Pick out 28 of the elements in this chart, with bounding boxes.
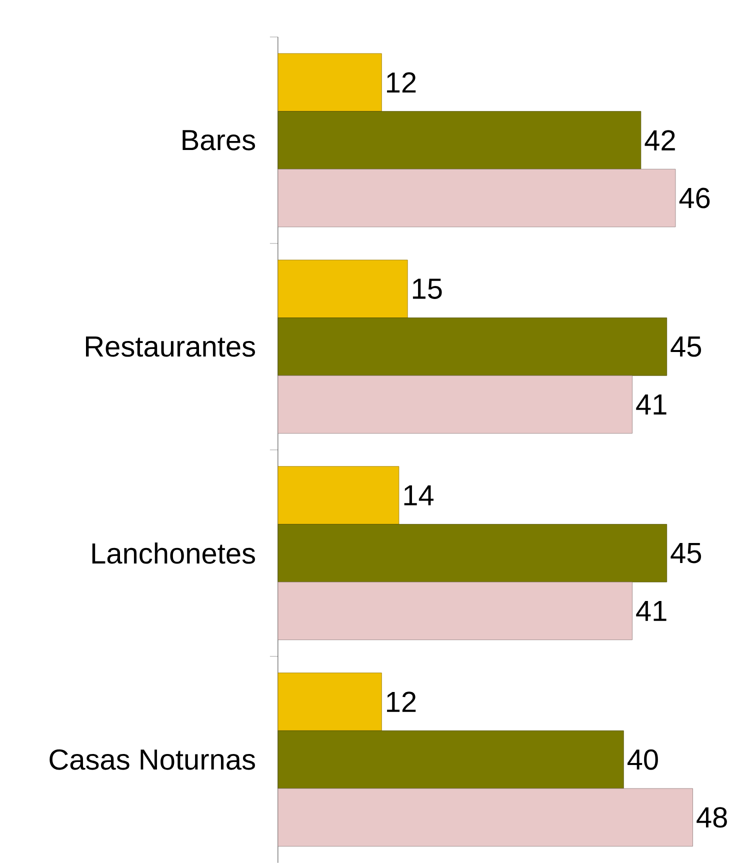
bar	[278, 168, 676, 228]
data-label: 40	[628, 749, 658, 770]
data-label: 41	[636, 600, 666, 621]
data-label: 14	[404, 485, 434, 506]
data-label: 45	[670, 336, 702, 357]
y-tick-label: Lanchonetes	[92, 542, 256, 564]
bar	[278, 466, 400, 524]
data-label: 45	[670, 543, 702, 564]
data-label: 15	[413, 278, 442, 299]
bar	[278, 788, 694, 846]
data-label: 42	[644, 130, 675, 150]
y-tick-label: Casas Noturnas	[50, 749, 256, 770]
data-label: 48	[696, 807, 728, 828]
bar	[278, 375, 633, 434]
data-label: 12	[387, 692, 416, 712]
y-tick-label: Restaurantes	[86, 336, 256, 357]
bar	[278, 524, 668, 582]
data-label: 46	[679, 188, 710, 208]
bar	[278, 260, 408, 318]
data-label: 12	[387, 72, 416, 93]
data-label: 41	[636, 394, 666, 414]
bar	[278, 582, 633, 640]
bar	[278, 730, 624, 789]
bar	[278, 318, 668, 376]
y-tick-label: Bares	[182, 130, 256, 150]
bar	[278, 111, 642, 170]
bar	[278, 672, 382, 731]
bar	[278, 53, 382, 112]
